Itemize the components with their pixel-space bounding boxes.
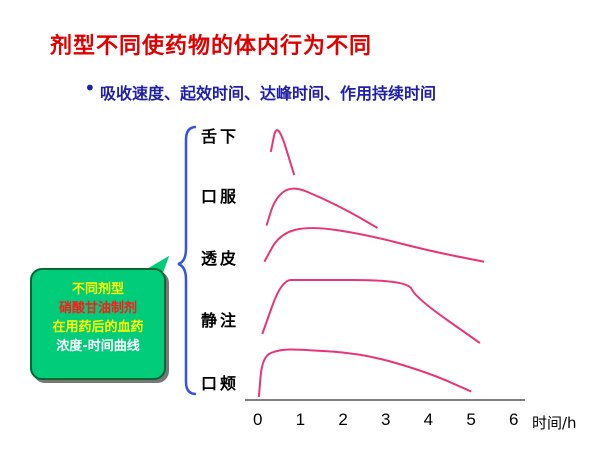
x-tick-label: 0	[253, 410, 263, 429]
callout-line-3: 在用药后的血药	[52, 320, 144, 335]
x-tick-label: 3	[381, 410, 391, 429]
x-axis-label: 时间/h	[532, 414, 577, 432]
bullet-text: 吸收速度、起效时间、达峰时间、作用持续时间	[100, 84, 437, 103]
x-tick-label: 2	[338, 410, 348, 429]
curve-series-4	[257, 348, 472, 398]
curve-series-2	[263, 227, 485, 263]
curve-series-0	[269, 129, 296, 176]
callout-box: 不同剂型 硝酸甘油制剂 在用药后的血药 浓度-时间曲线	[30, 268, 166, 380]
route-label-transdermal: 透皮	[201, 249, 240, 268]
x-tick-label: 1	[295, 410, 306, 429]
x-tick-label: 5	[466, 410, 476, 429]
route-label-iv: 静注	[201, 311, 240, 330]
route-label-oral: 口服	[201, 187, 240, 206]
curve-series-3	[261, 279, 481, 344]
route-label-sublingual: 舌下	[201, 127, 240, 146]
bullet-marker: •	[84, 76, 96, 100]
x-tick-label: 4	[423, 410, 434, 429]
callout-line-4: 浓度-时间曲线	[56, 339, 140, 354]
callout-line-2: 硝酸甘油制剂	[58, 301, 137, 316]
callout-line-1: 不同剂型	[71, 282, 124, 297]
route-label-buccal: 口颊	[201, 374, 240, 393]
curve-series-1	[265, 187, 378, 229]
brace	[177, 125, 197, 396]
slide-title: 剂型不同使药物的体内行为不同	[50, 34, 373, 59]
x-tick-label: 6	[509, 410, 519, 429]
